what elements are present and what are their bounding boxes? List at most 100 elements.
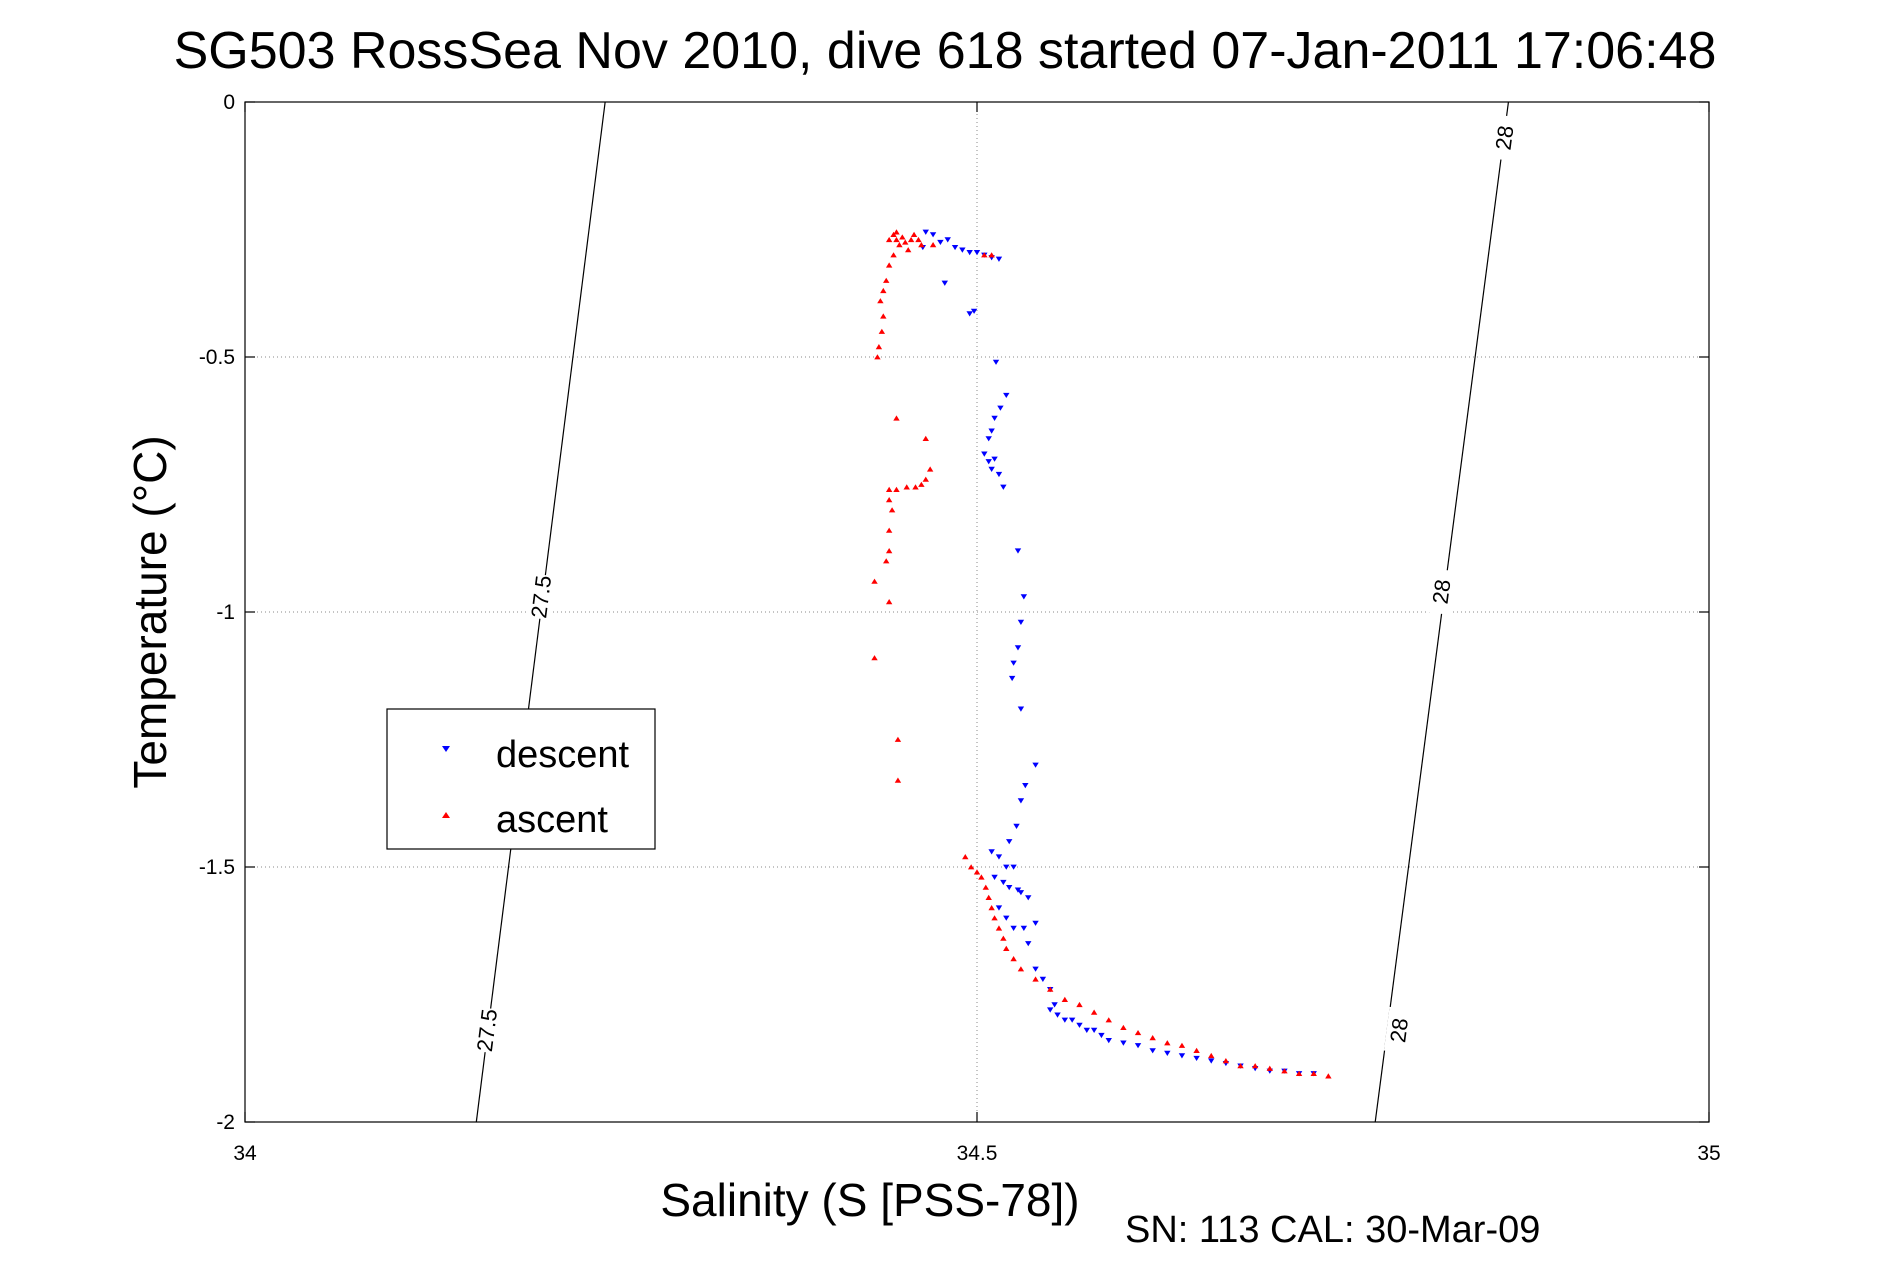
ascent-point — [1295, 1070, 1303, 1076]
descent-point — [1193, 1055, 1200, 1062]
descent-point — [966, 250, 973, 256]
descent-point — [1014, 645, 1022, 651]
ascent-point — [1222, 1058, 1230, 1064]
descent-point — [1208, 1058, 1215, 1064]
y-tick-label: -2 — [216, 1111, 235, 1134]
descent-point — [1047, 1007, 1054, 1013]
descent-point — [995, 471, 1003, 478]
x-tick-label: 34.5 — [957, 1142, 998, 1165]
ascent-point — [1281, 1068, 1288, 1074]
descent-point — [1032, 920, 1039, 926]
descent-point — [1022, 783, 1029, 789]
descent-point — [1010, 864, 1017, 870]
descent-point — [991, 415, 998, 421]
descent-point — [929, 232, 937, 238]
ascent-point — [1120, 1024, 1127, 1031]
descent-point — [1000, 484, 1007, 490]
descent-point — [1032, 966, 1039, 972]
ascent-point — [1266, 1065, 1273, 1071]
ascent-point — [995, 925, 1003, 931]
ascent-point — [885, 497, 893, 503]
chart-title: SG503 RossSea Nov 2010, dive 618 started… — [174, 22, 1717, 80]
descent-point — [1083, 1027, 1090, 1033]
contour-label-gap — [1383, 1006, 1414, 1054]
legend: descent ascent — [386, 708, 656, 850]
ascent-point — [1017, 966, 1025, 972]
ascent-point — [1193, 1047, 1200, 1053]
ascent-point — [894, 777, 902, 783]
descent-point — [966, 311, 973, 317]
ascent-point — [1000, 935, 1007, 941]
legend-box — [386, 708, 656, 850]
legend-label-descent: descent — [496, 734, 630, 776]
ascent-point — [1003, 945, 1010, 951]
descent-point — [985, 459, 992, 465]
descent-point — [1105, 1038, 1112, 1044]
data-points — [871, 229, 1332, 1079]
ascent-point — [893, 415, 900, 421]
ascent-point — [1134, 1029, 1142, 1036]
descent-point — [1017, 619, 1025, 625]
ascent-point — [988, 252, 995, 258]
ascent-point — [991, 915, 998, 921]
ascent-point — [1061, 996, 1069, 1002]
descent-point — [1017, 890, 1025, 896]
descent-point — [1178, 1053, 1186, 1059]
ascent-point — [885, 236, 893, 243]
ascent-point — [903, 484, 910, 490]
descent-point — [1076, 1022, 1083, 1028]
contour-label-gap — [1426, 568, 1456, 615]
descent-point — [1014, 548, 1022, 554]
ascent-point — [1208, 1052, 1215, 1059]
descent-point — [937, 239, 944, 246]
serial-calibration-note: SN: 113 CAL: 30-Mar-09 — [1125, 1209, 1540, 1251]
ascent-point — [885, 548, 893, 554]
ascent-point — [1149, 1035, 1156, 1041]
ascent-point — [1325, 1073, 1332, 1079]
legend-label-ascent: ascent — [496, 799, 608, 841]
descent-point — [1020, 594, 1028, 600]
descent-point — [997, 405, 1004, 411]
ascent-point — [883, 277, 890, 283]
ascent-point — [896, 242, 903, 248]
descent-point — [1051, 1002, 1058, 1008]
ascent-point — [877, 298, 884, 304]
y-tick-label: -0.5 — [199, 346, 235, 369]
descent-point — [1134, 1043, 1142, 1049]
axis-ticks: 34 34.5 35 0 -0.5 -1 -1.5 -2 — [199, 91, 1721, 1165]
descent-point — [995, 854, 1003, 860]
contour-label: 28 — [1491, 124, 1519, 152]
descent-point — [1008, 675, 1016, 682]
ascent-point — [973, 869, 981, 875]
ascent-point — [918, 242, 925, 248]
y-tick-label: -1.5 — [199, 856, 235, 879]
ascent-point — [1105, 1017, 1112, 1023]
descent-point — [992, 359, 1000, 365]
descent-point — [988, 466, 995, 472]
ascent-point — [1090, 1009, 1098, 1015]
descent-point — [1006, 885, 1013, 891]
descent-point — [1098, 1032, 1105, 1039]
ascent-point — [885, 262, 893, 268]
descent-point — [1149, 1048, 1156, 1054]
descent-point — [959, 247, 966, 253]
y-axis-label: Temperature (°C) — [124, 435, 176, 788]
ascent-point — [985, 894, 992, 900]
ascent-point — [982, 884, 989, 890]
y-tick-label: -1 — [216, 601, 235, 624]
legend-marker-descent — [442, 746, 450, 752]
descent-point — [1013, 823, 1020, 829]
ascent-point — [981, 252, 988, 258]
descent-point — [941, 280, 948, 286]
descent-point — [995, 905, 1003, 911]
ascent-point — [1251, 1063, 1259, 1069]
ascent-point — [880, 287, 887, 294]
ascent-point — [929, 242, 937, 248]
ascent-point — [875, 344, 883, 350]
ascent-point — [922, 435, 929, 441]
contour-label-gap — [526, 573, 556, 621]
descent-point — [1003, 915, 1010, 921]
descent-point — [985, 436, 992, 442]
ascent-point — [912, 484, 919, 490]
